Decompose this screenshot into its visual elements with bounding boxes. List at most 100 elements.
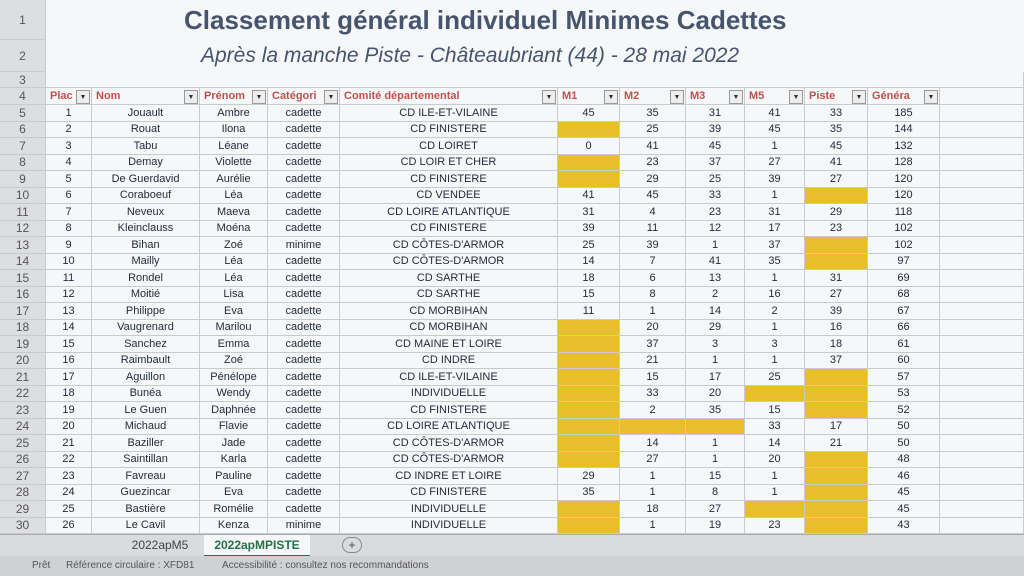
status-accessibility[interactable]: Accessibilité : consultez nos recommanda… — [222, 560, 429, 571]
status-bar: Prêt Référence circulaire : XFD81 Access… — [0, 556, 1024, 576]
filter-button[interactable]: ▼ — [670, 90, 684, 104]
cell: cadette — [268, 501, 340, 518]
empty-cell — [805, 451, 868, 468]
cell: Pénélope — [200, 369, 268, 386]
cell: 39 — [558, 220, 620, 237]
cell: Léa — [200, 270, 268, 287]
cell: INDIVIDUELLE — [340, 385, 558, 402]
empty-cell — [805, 237, 868, 254]
filter-button[interactable]: ▼ — [852, 90, 866, 104]
empty-cell — [558, 352, 620, 369]
cell: Ambre — [200, 105, 268, 122]
cell: 33 — [805, 105, 868, 122]
cell: CD MORBIHAN — [340, 319, 558, 336]
column-header: Piste ▼ — [805, 88, 868, 105]
cell: CD CÔTES-D'ARMOR — [340, 253, 558, 270]
cell: Emma — [200, 336, 268, 353]
sheet-tab[interactable]: 2022apM5 — [131, 538, 189, 552]
row-number: 18 — [0, 319, 46, 336]
cell: CD SARTHE — [340, 286, 558, 303]
cell: cadette — [268, 187, 340, 204]
cell: Eva — [200, 303, 268, 320]
filter-button[interactable]: ▼ — [729, 90, 743, 104]
cell: 45 — [745, 121, 805, 138]
cell: 41 — [805, 154, 868, 171]
cell: Léa — [200, 187, 268, 204]
status-ready: Prêt — [32, 560, 51, 571]
cell: 68 — [868, 286, 940, 303]
cell: 18 — [46, 385, 92, 402]
row-number: 14 — [0, 253, 46, 270]
row-number: 3 — [0, 72, 46, 88]
cell: cadette — [268, 418, 340, 435]
filter-button[interactable]: ▼ — [789, 90, 803, 104]
row-number: 5 — [0, 105, 46, 122]
cell: 1 — [745, 187, 805, 204]
column-header: Prénom ▼ — [200, 88, 268, 105]
empty-cell — [620, 418, 686, 435]
cell: Zoé — [200, 352, 268, 369]
cell: 39 — [805, 303, 868, 320]
cell: 132 — [868, 138, 940, 155]
filter-button[interactable]: ▼ — [324, 90, 338, 104]
cell: 20 — [686, 385, 745, 402]
blank-cell — [940, 484, 1024, 501]
cell: 21 — [620, 352, 686, 369]
empty-cell — [558, 121, 620, 138]
cell: 16 — [805, 319, 868, 336]
empty-cell — [805, 484, 868, 501]
cell: 1 — [686, 435, 745, 452]
cell: De Guerdavid — [92, 171, 200, 188]
empty-cell — [558, 435, 620, 452]
row-number: 11 — [0, 204, 46, 221]
blank-cell — [940, 253, 1024, 270]
cell: Le Guen — [92, 402, 200, 419]
cell: 69 — [868, 270, 940, 287]
filter-button[interactable]: ▼ — [542, 90, 556, 104]
cell: CD ILE-ET-VILAINE — [340, 105, 558, 122]
blank-cell — [940, 418, 1024, 435]
filter-button[interactable]: ▼ — [252, 90, 266, 104]
cell: 2 — [686, 286, 745, 303]
add-sheet-button[interactable]: + — [342, 537, 362, 553]
cell: 41 — [558, 187, 620, 204]
cell: 1 — [686, 237, 745, 254]
cell: 27 — [620, 451, 686, 468]
row-number: 15 — [0, 270, 46, 287]
cell: 25 — [745, 369, 805, 386]
filter-button[interactable]: ▼ — [76, 90, 90, 104]
cell: 48 — [868, 451, 940, 468]
cell: Kleinclauss — [92, 220, 200, 237]
cell: 4 — [46, 154, 92, 171]
cell: 35 — [558, 484, 620, 501]
sheet-tab-active[interactable]: 2022apMPISTE — [204, 535, 310, 557]
filter-button[interactable]: ▼ — [604, 90, 618, 104]
cell: CD SARTHE — [340, 270, 558, 287]
cell: CD LOIRE ATLANTIQUE — [340, 418, 558, 435]
cell: 21 — [805, 435, 868, 452]
cell: CD FINISTERE — [340, 121, 558, 138]
cell: cadette — [268, 171, 340, 188]
cell: 35 — [686, 402, 745, 419]
filter-button[interactable]: ▼ — [924, 90, 938, 104]
status-circular: Référence circulaire : XFD81 — [66, 560, 195, 571]
cell: 33 — [745, 418, 805, 435]
cell: 3 — [686, 336, 745, 353]
cell: 19 — [46, 402, 92, 419]
cell: cadette — [268, 336, 340, 353]
cell: Moéna — [200, 220, 268, 237]
cell: 43 — [868, 517, 940, 534]
cell: 14 — [558, 253, 620, 270]
blank-cell — [940, 468, 1024, 485]
cell: 11 — [558, 303, 620, 320]
cell: Mailly — [92, 253, 200, 270]
cell: Moitié — [92, 286, 200, 303]
row-number: 24 — [0, 418, 46, 435]
cell: 118 — [868, 204, 940, 221]
column-header: Catégori ▼ — [268, 88, 340, 105]
cell: Le Cavil — [92, 517, 200, 534]
blank-cell — [940, 220, 1024, 237]
cell: 35 — [620, 105, 686, 122]
cell: 53 — [868, 385, 940, 402]
filter-button[interactable]: ▼ — [184, 90, 198, 104]
